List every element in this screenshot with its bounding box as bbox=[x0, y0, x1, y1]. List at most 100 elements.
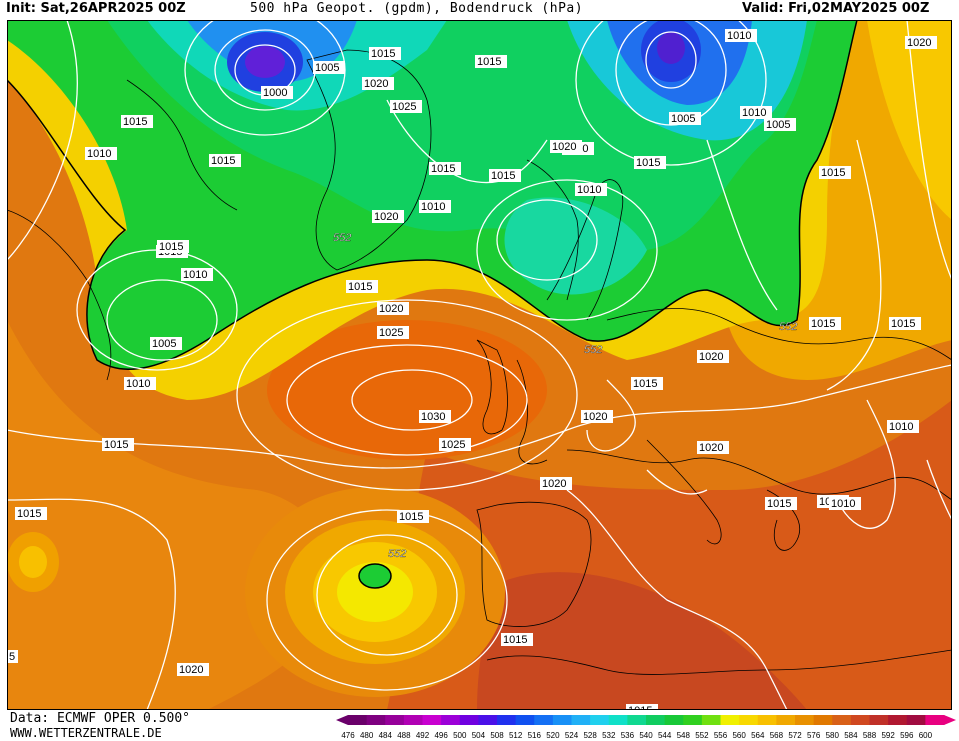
legend-swatch bbox=[627, 715, 647, 725]
legend-value: 476 bbox=[341, 731, 355, 740]
svg-text:1030: 1030 bbox=[421, 411, 445, 423]
map-header: Init: Sat,26APR2025 00Z 500 hPa Geopot. … bbox=[0, 0, 959, 20]
isobar-label: 1015 bbox=[809, 317, 841, 330]
legend-swatch bbox=[571, 715, 591, 725]
isobar-label: 1010 bbox=[887, 420, 919, 433]
isobar-label: 1010 bbox=[575, 183, 607, 196]
geopotential-label: 552 bbox=[779, 321, 797, 333]
svg-text:1000: 1000 bbox=[263, 87, 287, 99]
geopotential-band-584 bbox=[477, 572, 807, 710]
svg-text:1010: 1010 bbox=[831, 498, 855, 510]
svg-text:1015: 1015 bbox=[371, 48, 395, 60]
isobar-label: 1015 bbox=[397, 510, 429, 523]
svg-text:1010: 1010 bbox=[87, 148, 111, 160]
svg-text:1010: 1010 bbox=[577, 184, 601, 196]
legend-value: 596 bbox=[900, 731, 914, 740]
svg-text:1015: 1015 bbox=[491, 170, 515, 182]
isobars bbox=[7, 20, 952, 710]
legend-left-arrow bbox=[336, 715, 348, 725]
legend-value: 592 bbox=[881, 731, 895, 740]
svg-text:1015: 1015 bbox=[477, 56, 501, 68]
cutoff-low-inner bbox=[337, 562, 413, 622]
svg-text:1015: 1015 bbox=[811, 318, 835, 330]
isobar-label: 1015 bbox=[475, 55, 507, 68]
legend-swatch bbox=[366, 715, 386, 725]
svg-text:1010: 1010 bbox=[126, 378, 150, 390]
geopotential-label: 552 bbox=[333, 232, 351, 244]
geopotential-band-east-2 bbox=[867, 20, 952, 220]
legend-swatch bbox=[832, 715, 852, 725]
color-legend: 476 480 484 488 492 496 500 504 508 512 516 520 524 5… bbox=[336, 715, 956, 740]
svg-text:1015: 1015 bbox=[399, 511, 423, 523]
isobar-label: 1005 bbox=[669, 112, 701, 125]
map-title: 500 hPa Geopot. (gpdm), Bodendruck (hPa) bbox=[250, 1, 584, 16]
legend-value: 500 bbox=[453, 731, 467, 740]
legend-swatch bbox=[776, 715, 796, 725]
svg-text:1005: 1005 bbox=[671, 113, 695, 125]
isobar-label: 1020 bbox=[177, 663, 209, 676]
svg-text:1020: 1020 bbox=[552, 141, 576, 153]
legend-value: 556 bbox=[714, 731, 728, 740]
isobar-label: 1030 bbox=[419, 410, 451, 423]
isobar-label: 1015 bbox=[121, 115, 153, 128]
svg-text:1020: 1020 bbox=[583, 411, 607, 423]
legend-value: 492 bbox=[416, 731, 430, 740]
legend-swatch bbox=[720, 715, 740, 725]
legend-right-arrow bbox=[944, 715, 956, 725]
isobar-label: 1015 bbox=[102, 438, 134, 451]
legend-swatch bbox=[515, 715, 535, 725]
legend-value: 520 bbox=[546, 731, 560, 740]
geopotential-label: 552 bbox=[388, 548, 406, 560]
svg-text:1020: 1020 bbox=[907, 37, 931, 49]
svg-text:1015: 1015 bbox=[821, 167, 845, 179]
legend-swatch bbox=[497, 715, 517, 725]
isobar-label: 1025 bbox=[439, 438, 471, 451]
svg-text:1015: 1015 bbox=[348, 281, 372, 293]
legend-value: 544 bbox=[658, 731, 672, 740]
svg-text:1015: 1015 bbox=[123, 116, 147, 128]
legend-swatch bbox=[534, 715, 554, 725]
isobar-label: 1025 bbox=[390, 100, 422, 113]
legend-value: 484 bbox=[379, 731, 393, 740]
legend-swatch bbox=[552, 715, 572, 725]
isobar-label: 1015 bbox=[631, 377, 663, 390]
legend-value: 576 bbox=[807, 731, 821, 740]
legend-value: 488 bbox=[397, 731, 411, 740]
legend-swatch bbox=[888, 715, 908, 725]
legend-swatch bbox=[906, 715, 926, 725]
legend-value: 568 bbox=[770, 731, 784, 740]
svg-text:1010: 1010 bbox=[727, 30, 751, 42]
isobar-label: 1015 bbox=[209, 154, 241, 167]
cutoff-low-core bbox=[359, 564, 391, 588]
isobar-label: 1015 bbox=[634, 156, 666, 169]
svg-text:1015: 1015 bbox=[633, 378, 657, 390]
isobar-label: 1015 bbox=[819, 166, 851, 179]
legend-swatch bbox=[478, 715, 498, 725]
isobar-label: 1020 bbox=[377, 302, 409, 315]
svg-text:5: 5 bbox=[9, 651, 15, 663]
legend-swatch bbox=[348, 715, 368, 725]
svg-text:1020: 1020 bbox=[364, 78, 388, 90]
legend-value: 528 bbox=[583, 731, 597, 740]
isobar-label: 1010 bbox=[124, 377, 156, 390]
svg-text:1025: 1025 bbox=[441, 439, 465, 451]
legend-value: 536 bbox=[621, 731, 635, 740]
isobar-label: 1000 bbox=[261, 86, 293, 99]
legend-value: 552 bbox=[695, 731, 709, 740]
svg-text:1015: 1015 bbox=[891, 318, 915, 330]
isobar-label: 1010 bbox=[181, 268, 213, 281]
legend-swatch bbox=[795, 715, 815, 725]
isobar-label: 1015 bbox=[157, 240, 189, 253]
geopotential-label: 552 bbox=[584, 344, 602, 356]
legend-value: 580 bbox=[826, 731, 840, 740]
svg-text:1005: 1005 bbox=[315, 62, 339, 74]
isobar-label: 1020 bbox=[905, 36, 937, 49]
isobar-label: 1010 bbox=[85, 147, 117, 160]
legend-value: 496 bbox=[434, 731, 448, 740]
legend-value: 600 bbox=[919, 731, 933, 740]
legend-value: 540 bbox=[639, 731, 653, 740]
legend-value: 588 bbox=[863, 731, 877, 740]
coastlines bbox=[7, 49, 952, 675]
isobar-label: 1010 bbox=[740, 106, 772, 119]
isobar-label: 1020 bbox=[540, 477, 572, 490]
